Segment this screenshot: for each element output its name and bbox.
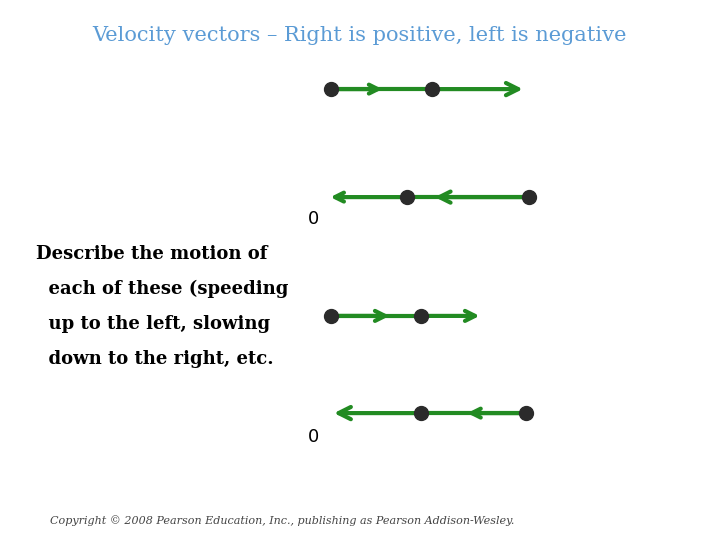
Point bbox=[523, 193, 535, 201]
Text: Describe the motion of: Describe the motion of bbox=[36, 245, 268, 263]
Point bbox=[426, 85, 438, 93]
Text: down to the right, etc.: down to the right, etc. bbox=[36, 350, 274, 368]
Text: each of these (speeding: each of these (speeding bbox=[36, 280, 289, 298]
Point bbox=[401, 193, 413, 201]
Point bbox=[415, 312, 427, 320]
Point bbox=[415, 409, 427, 417]
Text: Copyright © 2008 Pearson Education, Inc., publishing as Pearson Addison-Wesley.: Copyright © 2008 Pearson Education, Inc.… bbox=[50, 516, 515, 526]
Text: up to the left, slowing: up to the left, slowing bbox=[36, 315, 270, 333]
Text: 0: 0 bbox=[307, 428, 319, 447]
Point bbox=[325, 312, 337, 320]
Point bbox=[520, 409, 531, 417]
Point bbox=[325, 85, 337, 93]
Text: Velocity vectors – Right is positive, left is negative: Velocity vectors – Right is positive, le… bbox=[93, 25, 627, 45]
Text: 0: 0 bbox=[307, 210, 319, 228]
